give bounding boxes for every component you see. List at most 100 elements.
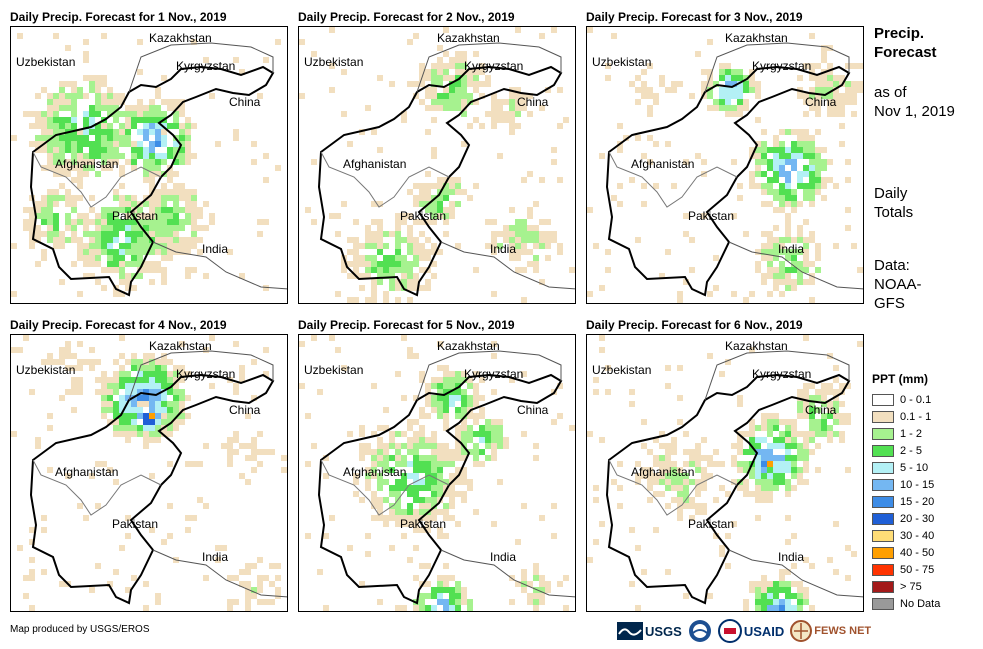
precip-cell: [107, 219, 113, 225]
precip-cell: [305, 461, 311, 467]
precip-cell: [107, 225, 113, 231]
precip-cell: [563, 117, 569, 123]
precip-cell: [65, 135, 71, 141]
legend-swatch: [872, 461, 894, 474]
precip-cell: [821, 93, 827, 99]
precip-cell: [833, 389, 839, 395]
precip-cell: [173, 111, 179, 117]
precip-cell: [749, 171, 755, 177]
precip-cell: [815, 81, 821, 87]
precip-cell: [731, 455, 737, 461]
precip-cell: [365, 551, 371, 557]
precip-cell: [767, 267, 773, 273]
precip-cell: [857, 267, 863, 273]
precip-cell: [371, 449, 377, 455]
precip-cell: [401, 533, 407, 539]
precip-cell: [71, 365, 77, 371]
precip-cell: [461, 69, 467, 75]
precip-cell: [65, 165, 71, 171]
precip-cell: [689, 267, 695, 273]
precip-cell: [767, 183, 773, 189]
precip-cell: [155, 231, 161, 237]
precip-cell: [431, 207, 437, 213]
precip-cell: [89, 243, 95, 249]
precip-cell: [659, 431, 665, 437]
precip-cell: [389, 261, 395, 267]
precip-cell: [191, 225, 197, 231]
precip-cell: [47, 359, 53, 365]
precip-cell: [425, 485, 431, 491]
precip-cell: [71, 261, 77, 267]
country-label-india: India: [490, 550, 517, 564]
precip-cell: [203, 57, 209, 63]
precip-cell: [83, 273, 89, 279]
precip-cell: [431, 401, 437, 407]
precip-cell: [611, 195, 617, 201]
precip-cell: [53, 195, 59, 201]
precip-cell: [749, 419, 755, 425]
forecast-panel: Daily Precip. Forecast for 1 Nov., 2019 K…: [10, 8, 290, 308]
precip-cell: [161, 201, 167, 207]
precip-cell: [797, 279, 803, 285]
precip-cell: [59, 395, 65, 401]
precip-cell: [131, 165, 137, 171]
precip-cell: [737, 395, 743, 401]
precip-cell: [761, 467, 767, 473]
precip-cell: [383, 443, 389, 449]
precip-cell: [665, 383, 671, 389]
precip-cell: [155, 123, 161, 129]
precip-cell: [65, 213, 71, 219]
precip-cell: [809, 33, 815, 39]
precip-cell: [539, 237, 545, 243]
precip-cell: [95, 249, 101, 255]
precip-cell: [431, 117, 437, 123]
precip-cell: [83, 51, 89, 57]
precip-cell: [809, 105, 815, 111]
precip-cell: [383, 497, 389, 503]
precip-cell: [785, 267, 791, 273]
precip-cell: [95, 461, 101, 467]
precip-cell: [89, 165, 95, 171]
precip-cell: [473, 413, 479, 419]
precip-cell: [827, 611, 833, 612]
precip-cell: [773, 255, 779, 261]
precip-cell: [773, 249, 779, 255]
precip-cell: [431, 273, 437, 279]
precip-cell: [449, 611, 455, 612]
precip-cell: [791, 267, 797, 273]
precip-cell: [239, 377, 245, 383]
precip-cell: [509, 377, 515, 383]
precip-cell: [683, 503, 689, 509]
precip-cell: [311, 443, 317, 449]
precip-cell: [425, 461, 431, 467]
precip-cell: [491, 521, 497, 527]
precip-cell: [473, 99, 479, 105]
precip-cell: [821, 431, 827, 437]
precip-cell: [407, 461, 413, 467]
precip-cell: [455, 63, 461, 69]
precip-cell: [131, 237, 137, 243]
precip-cell: [413, 195, 419, 201]
precip-cell: [113, 189, 119, 195]
precip-cell: [437, 533, 443, 539]
precip-cell: [743, 81, 749, 87]
precip-cell: [371, 497, 377, 503]
precip-cell: [149, 527, 155, 533]
precip-cell: [191, 195, 197, 201]
precip-cell: [437, 207, 443, 213]
precip-map-svg: [11, 335, 287, 611]
precip-cell: [791, 159, 797, 165]
precip-cell: [113, 237, 119, 243]
precip-cell: [809, 237, 815, 243]
precip-cell: [209, 93, 215, 99]
precip-cell: [281, 467, 287, 473]
precip-cell: [173, 407, 179, 413]
precip-cell: [539, 231, 545, 237]
precip-cell: [419, 527, 425, 533]
precip-cell: [347, 431, 353, 437]
precip-cell: [107, 87, 113, 93]
precip-cell: [101, 401, 107, 407]
precip-cell: [773, 285, 779, 291]
precip-cell: [827, 69, 833, 75]
precip-cell: [737, 105, 743, 111]
